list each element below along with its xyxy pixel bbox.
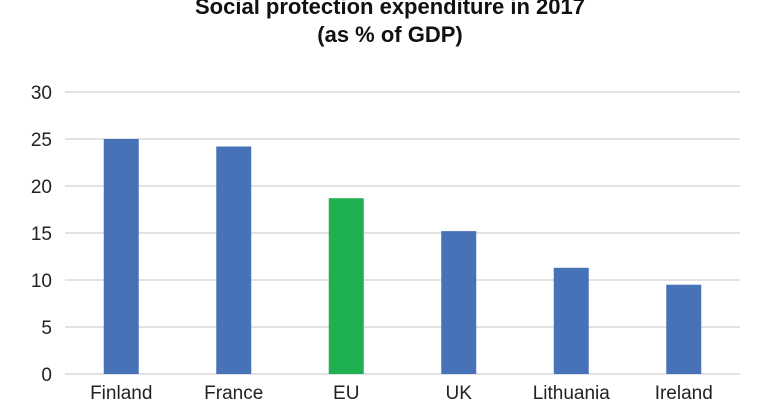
y-tick-label: 30: [31, 83, 52, 104]
x-tick-label: UK: [446, 383, 473, 404]
y-tick-label: 0: [41, 365, 52, 386]
bar-finland: [103, 139, 139, 374]
y-tick-label: 15: [31, 224, 52, 245]
x-tick-label: Ireland: [655, 383, 713, 404]
x-tick-label: EU: [333, 383, 359, 404]
x-tick-label: Lithuania: [533, 383, 611, 404]
bar-france: [216, 146, 252, 374]
bar-eu: [328, 198, 364, 374]
chart-subtitle: (as % of GDP): [317, 22, 463, 47]
x-tick-label: France: [204, 383, 263, 404]
bar-lithuania: [553, 267, 589, 374]
y-tick-label: 25: [31, 130, 52, 151]
bar-uk: [441, 231, 477, 374]
y-tick-label: 10: [31, 271, 52, 292]
bar-ireland: [666, 284, 702, 374]
y-tick-label: 5: [41, 318, 52, 339]
y-tick-label: 20: [31, 177, 52, 198]
x-tick-label: Finland: [90, 383, 152, 404]
chart-title: Social protection expenditure in 2017: [195, 0, 585, 19]
